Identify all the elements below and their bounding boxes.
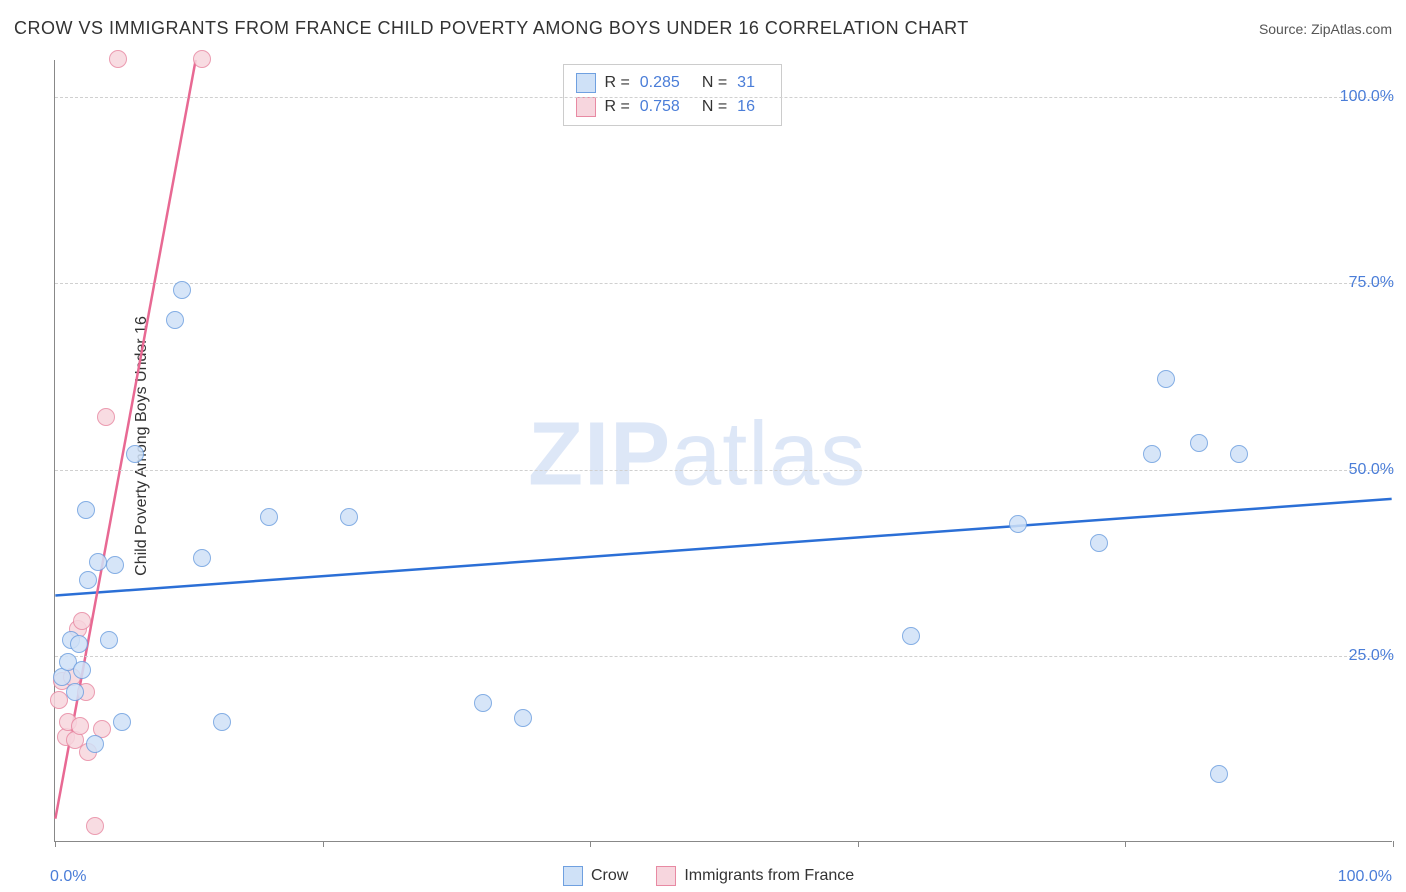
data-point [100,631,118,649]
data-point [66,683,84,701]
series-legend-item: Crow [563,866,628,886]
data-point [193,549,211,567]
legend-swatch [576,73,596,93]
y-tick-label: 25.0% [1349,647,1394,665]
source-prefix: Source: [1259,21,1311,37]
y-tick-label: 75.0% [1349,274,1394,292]
data-point [86,817,104,835]
data-point [1190,434,1208,452]
data-point [193,50,211,68]
data-point [70,635,88,653]
data-point [77,501,95,519]
data-point [902,627,920,645]
source-attribution: Source: ZipAtlas.com [1259,21,1392,37]
r-label: R = [604,95,629,119]
legend-row: R = 0.758 N = 16 [576,95,769,119]
trend-line [55,60,195,819]
r-label: R = [604,71,629,95]
data-point [1210,765,1228,783]
r-value: 0.758 [640,95,680,119]
data-point [1090,534,1108,552]
data-point [173,281,191,299]
series-name: Immigrants from France [684,867,854,885]
data-point [73,612,91,630]
data-point [1157,370,1175,388]
data-point [79,571,97,589]
data-point [113,713,131,731]
data-point [126,445,144,463]
series-legend: Crow Immigrants from France [563,866,872,886]
data-point [474,694,492,712]
data-point [514,709,532,727]
grid-line [55,97,1392,98]
plot-area: ZIPatlas R =0.285N =31R =0.758N =16 [54,60,1392,842]
y-tick-label: 100.0% [1340,88,1394,106]
data-point [97,408,115,426]
data-point [86,735,104,753]
grid-line [55,656,1392,657]
n-value: 16 [737,95,755,119]
x-tick [1393,841,1394,847]
x-tick-label-max: 100.0% [1338,868,1392,886]
n-value: 31 [737,71,755,95]
legend-swatch [563,866,583,886]
data-point [166,311,184,329]
trend-lines-layer [55,60,1392,841]
x-tick [55,841,56,847]
chart-title: CROW VS IMMIGRANTS FROM FRANCE CHILD POV… [14,18,969,39]
x-tick-label-min: 0.0% [50,868,86,886]
legend-row: R = 0.285 N = 31 [576,71,769,95]
n-label: N = [702,95,727,119]
data-point [260,508,278,526]
data-point [71,717,89,735]
x-tick [858,841,859,847]
data-point [1009,515,1027,533]
data-point [340,508,358,526]
data-point [106,556,124,574]
y-tick-label: 50.0% [1349,461,1394,479]
r-value: 0.285 [640,71,680,95]
data-point [1230,445,1248,463]
x-tick [323,841,324,847]
series-legend-item: Immigrants from France [656,866,854,886]
series-name: Crow [591,867,628,885]
correlation-legend: R = 0.285 N = 31 R = 0.758 N = 16 [563,64,782,126]
x-tick [590,841,591,847]
n-label: N = [702,71,727,95]
data-point [213,713,231,731]
data-point [73,661,91,679]
grid-line [55,283,1392,284]
data-point [109,50,127,68]
source-name: ZipAtlas.com [1311,21,1392,37]
trend-line [55,499,1391,596]
legend-swatch [576,97,596,117]
legend-swatch [656,866,676,886]
x-tick [1125,841,1126,847]
grid-line [55,470,1392,471]
data-point [1143,445,1161,463]
data-point [89,553,107,571]
